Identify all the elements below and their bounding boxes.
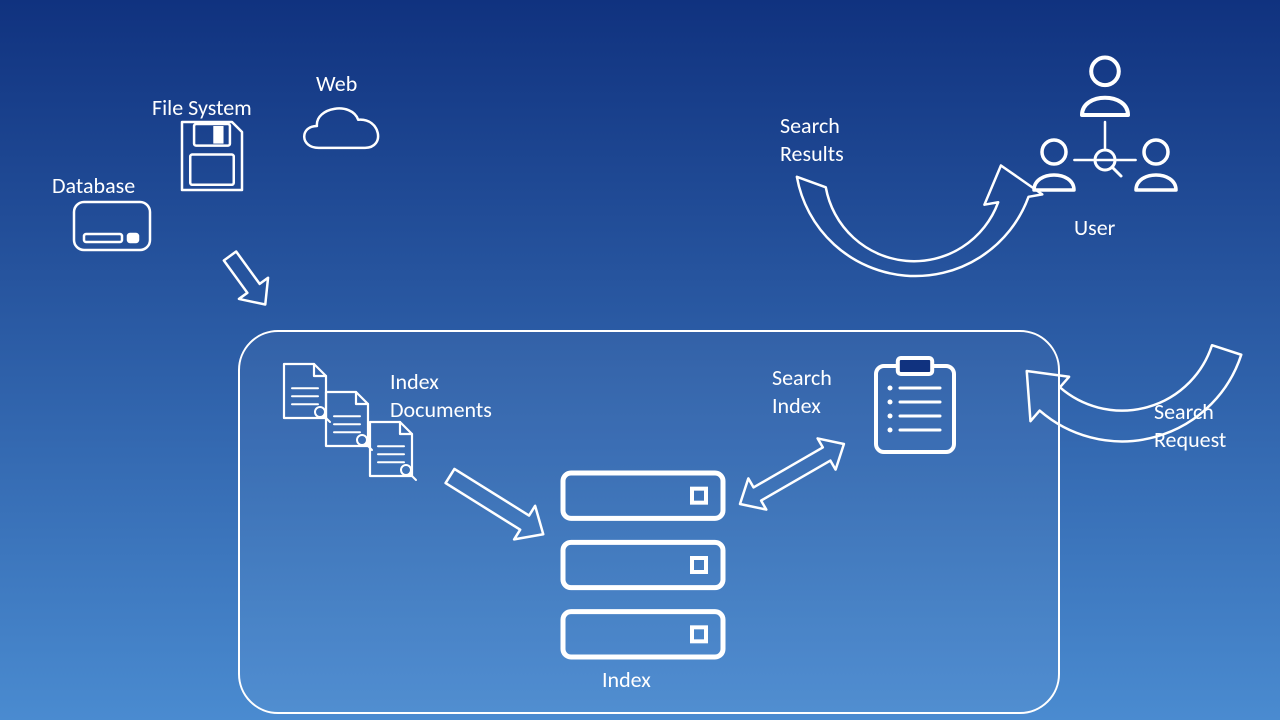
label-index-documents: Index Documents xyxy=(390,368,492,423)
label-web: Web xyxy=(316,70,357,98)
database-icon xyxy=(72,200,152,252)
label-search-results: Search Results xyxy=(780,112,844,167)
arrow-index-to-searchindex xyxy=(710,414,874,534)
cloud-icon xyxy=(298,100,384,152)
label-database: Database xyxy=(52,172,135,200)
arrow-search-request xyxy=(956,150,1280,482)
floppy-icon xyxy=(180,120,244,192)
arrow-sources-to-index xyxy=(200,226,295,335)
arrow-docs-to-index xyxy=(417,443,576,567)
server-stack-icon xyxy=(560,470,726,660)
label-filesystem: File System xyxy=(152,94,252,122)
label-index: Index xyxy=(602,666,651,694)
label-search-index: Search Index xyxy=(772,364,832,419)
diagram-stage: Database File System Web Index Documents Ind… xyxy=(0,0,1280,720)
label-search-request: Search Request xyxy=(1154,398,1226,453)
label-user: User xyxy=(1074,214,1115,242)
